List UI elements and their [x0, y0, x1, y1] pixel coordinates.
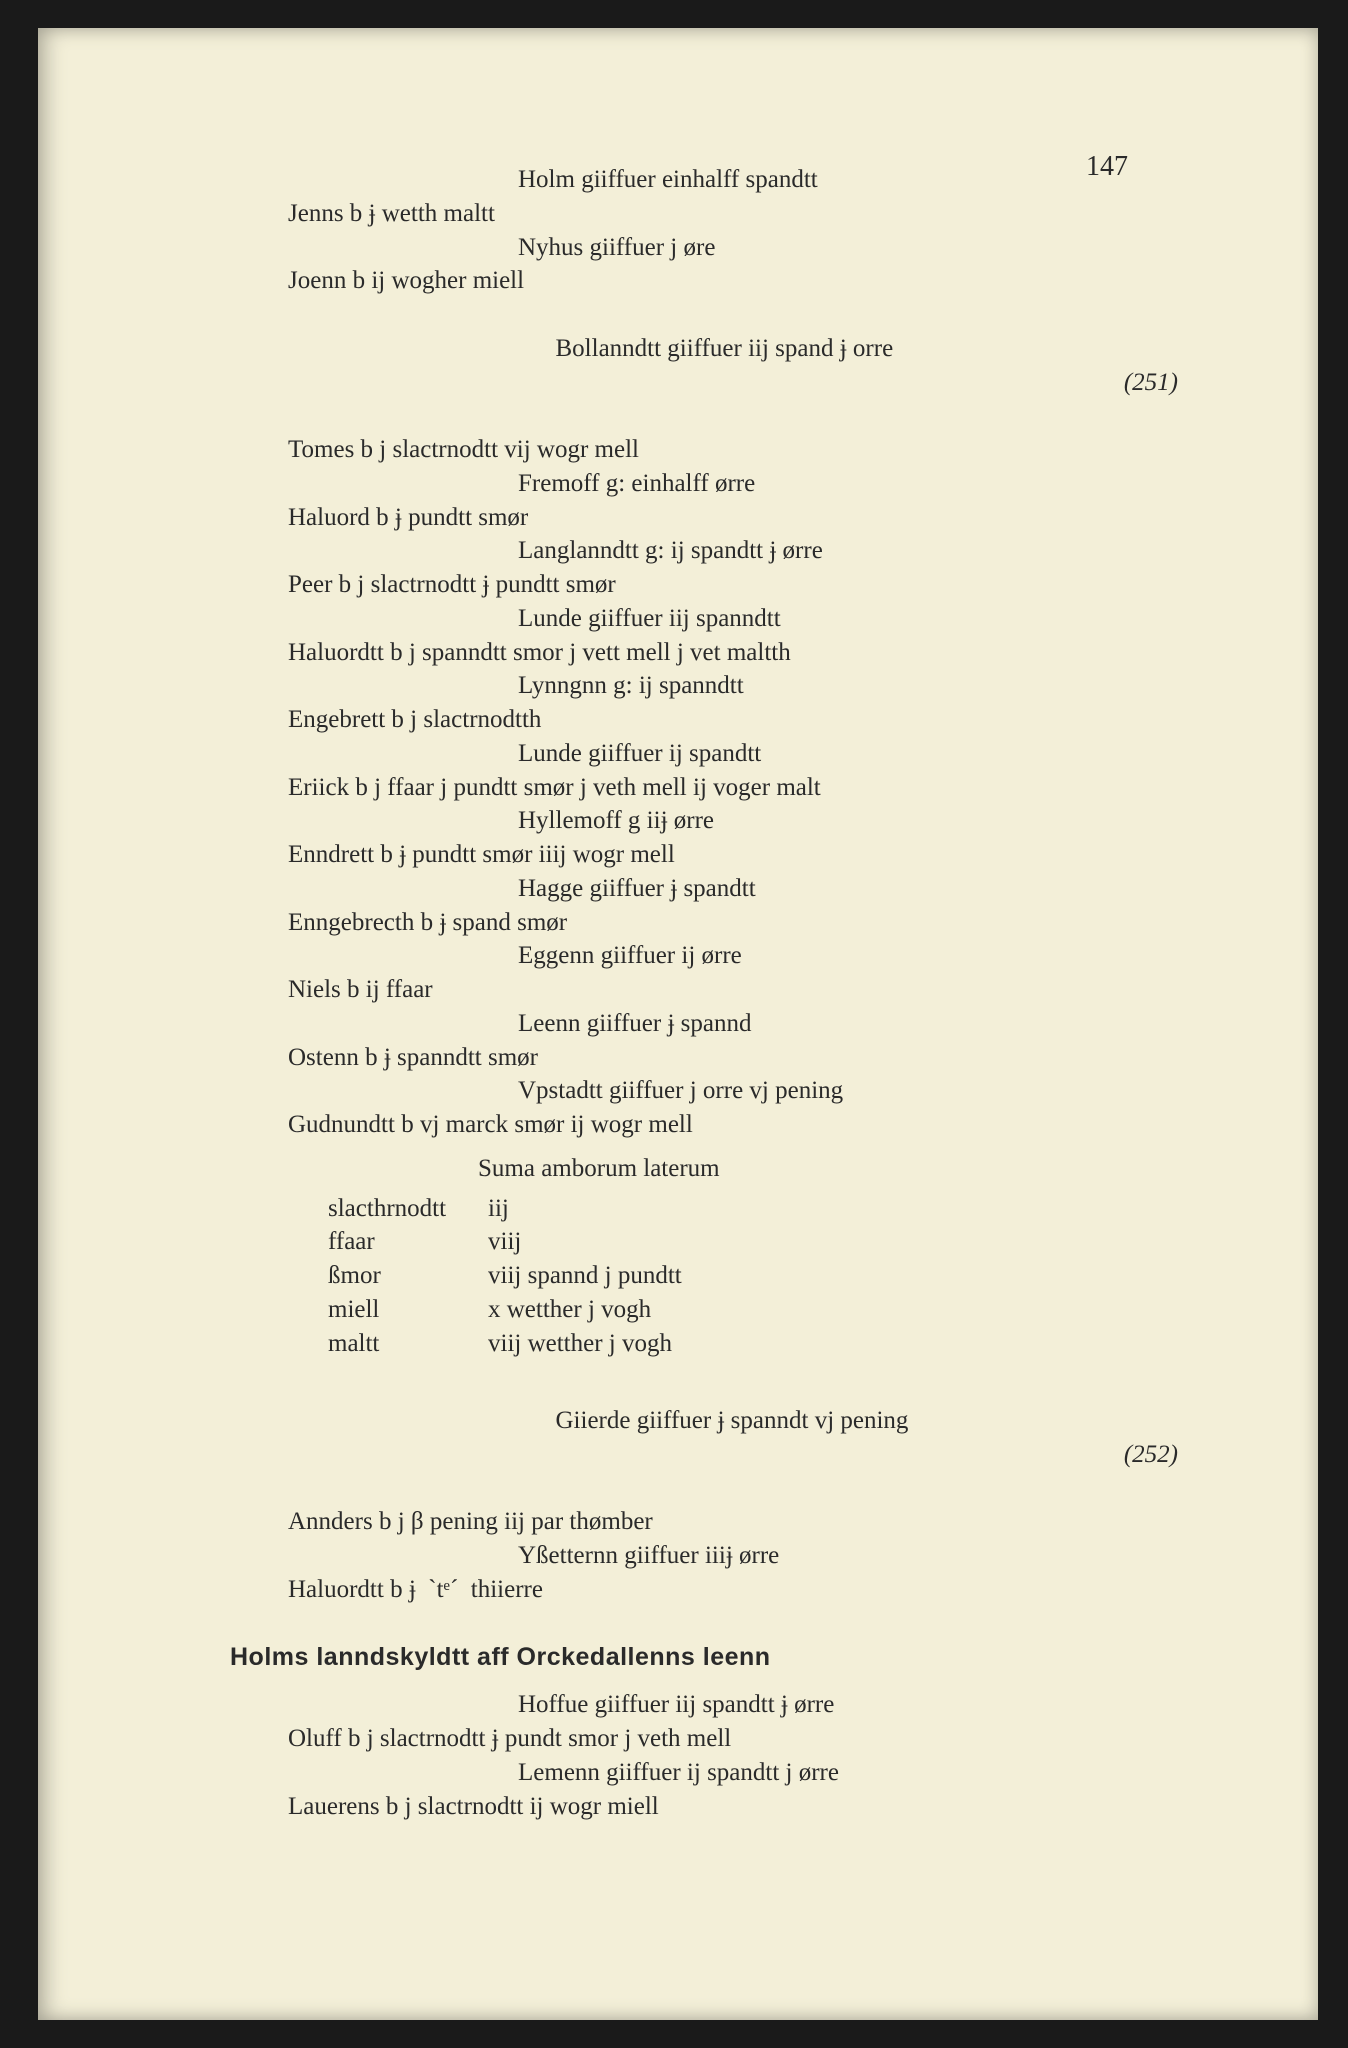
marginal-ref: (252): [1124, 1438, 1178, 1472]
line: Enngebrecth b ɉ spand smør: [288, 906, 1168, 940]
marginal-ref: (251): [1124, 366, 1178, 400]
line: Leenn giiffuer ɉ spannd: [288, 1007, 1168, 1041]
summary-value: viij wetther j vogh: [488, 1327, 1168, 1361]
summary-value: viij: [488, 1225, 1168, 1259]
summary-label: ßmor: [288, 1259, 488, 1293]
line: Engebrett b j slactrnodtth: [288, 703, 1168, 737]
line: Nyhus giiffuer j øre: [288, 231, 1168, 265]
line: Eggenn giiffuer ij ørre: [288, 939, 1168, 973]
summary-row: maltt viij wetther j vogh: [288, 1327, 1168, 1361]
line: Lemenn giiffuer ij spandtt j ørre: [288, 1756, 1168, 1790]
summary-label: slacthrnodtt: [288, 1192, 488, 1226]
summary-row: ffaar viij: [288, 1225, 1168, 1259]
line: Yßetternn giiffuer iiiɉ ørre: [288, 1539, 1168, 1573]
line: Lunde giiffuer iij spanndtt: [288, 602, 1168, 636]
line: Langlanndtt g: ij spandtt ɉ ørre: [288, 534, 1168, 568]
line: Jenns b ɉ wetth maltt: [288, 197, 1168, 231]
line: Oluff b j slactrnodtt ɉ pundt smor j vet…: [288, 1722, 1168, 1756]
line: Haluord b ɉ pundtt smør: [288, 501, 1168, 535]
line: Giierde giiffuer ɉ spanndt vj pening (25…: [288, 1370, 1168, 1505]
summary-row: slacthrnodtt iij: [288, 1192, 1168, 1226]
summary-value: viij spannd j pundtt: [488, 1259, 1168, 1293]
line: Annders b j β pening iij par thømber: [288, 1505, 1168, 1539]
page-number: 147: [1086, 148, 1128, 186]
line: Haluordtt b j spanndtt smor j vett mell …: [288, 636, 1168, 670]
line: Joenn b ij wogher miell: [288, 264, 1168, 298]
line: Haluordtt b ɉ ˋtᵉˊ thiierre: [288, 1573, 1168, 1607]
line: Hoffue giiffuer iij spandtt ɉ ørre: [288, 1688, 1168, 1722]
line: Hagge giiffuer ɉ spandtt: [288, 872, 1168, 906]
line: Bollanndtt giiffuer iij spand ɉ orre (25…: [288, 298, 1168, 433]
line-text: Giierde giiffuer ɉ spanndt vj pening: [556, 1407, 909, 1434]
summary-heading: Suma amborum laterum: [288, 1152, 1168, 1186]
line: Holm giiffuer einhalff spandtt: [288, 163, 1168, 197]
line: Tomes b j slactrnodtt vij wogr mell: [288, 433, 1168, 467]
text-block: 147 Holm giiffuer einhalff spandtt Jenns…: [288, 163, 1168, 1823]
line: Niels b ij ffaar: [288, 973, 1168, 1007]
summary-row: ßmor viij spannd j pundtt: [288, 1259, 1168, 1293]
line: Peer b j slactrnodtt ɉ pundtt smør: [288, 568, 1168, 602]
summary-row: miell x wetther j vogh: [288, 1293, 1168, 1327]
line: Lunde giiffuer ij spandtt: [288, 737, 1168, 771]
line: Hyllemoff g iiɉ ørre: [288, 804, 1168, 838]
page: 147 Holm giiffuer einhalff spandtt Jenns…: [38, 28, 1318, 2020]
line: Fremoff g: einhalff ørre: [288, 467, 1168, 501]
line: Ostenn b ɉ spanndtt smør: [288, 1041, 1168, 1075]
line: Eriick b j ffaar j pundtt smør j veth me…: [288, 771, 1168, 805]
line: Enndrett b ɉ pundtt smør iiij wogr mell: [288, 838, 1168, 872]
summary-label: ffaar: [288, 1225, 488, 1259]
line: Gudnundtt b vj marck smør ij wogr mell: [288, 1108, 1168, 1142]
line: Lauerens b j slactrnodtt ij wogr miell: [288, 1790, 1168, 1824]
summary-label: miell: [288, 1293, 488, 1327]
summary-label: maltt: [288, 1327, 488, 1361]
line-text: Bollanndtt giiffuer iij spand ɉ orre: [556, 335, 894, 362]
line: Lynngnn g: ij spanndtt: [288, 669, 1168, 703]
line: Vpstadtt giiffuer j orre vj pening: [288, 1074, 1168, 1108]
section-heading: Holms lanndskyldtt aff Orckedallenns lee…: [230, 1641, 1168, 1675]
summary-value: x wetther j vogh: [488, 1293, 1168, 1327]
summary-value: iij: [488, 1192, 1168, 1226]
